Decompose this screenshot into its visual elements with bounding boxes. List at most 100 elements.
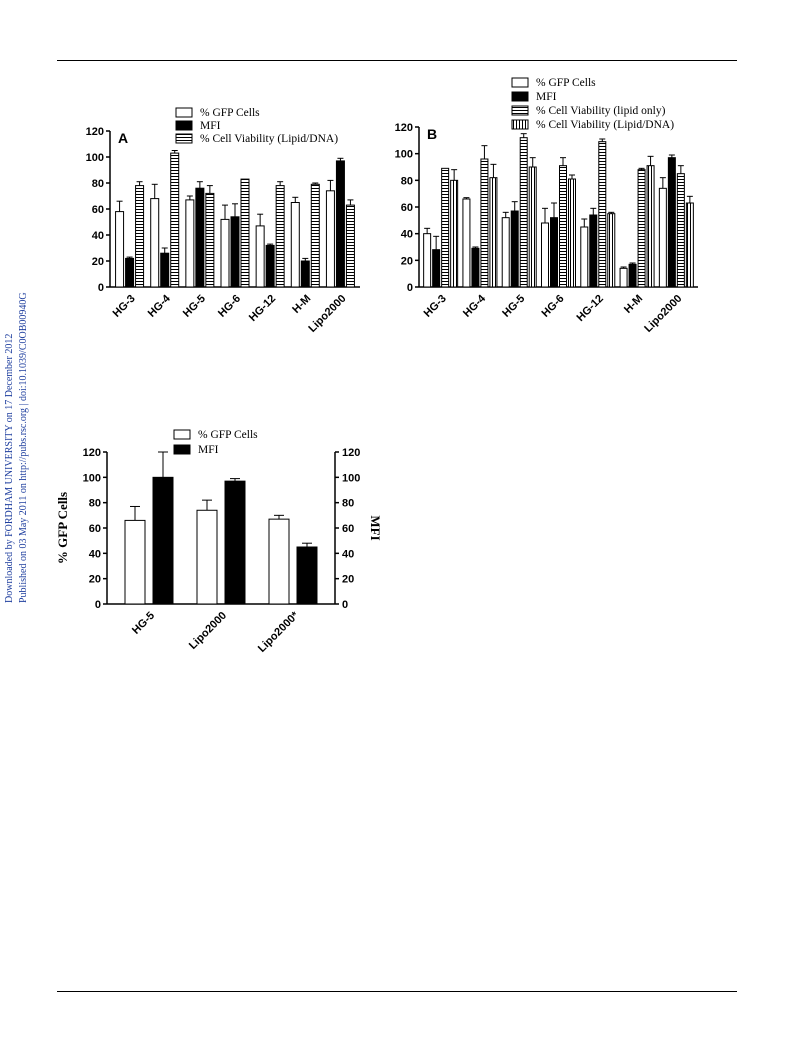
- legend-label-mfi: MFI: [200, 120, 221, 132]
- bar-gfp-cells-lipo2000: [325, 190, 335, 288]
- bar-gfp-cells-hg-5: [124, 519, 146, 605]
- bar-cell-viability-lipid-only-hg-5: [519, 137, 528, 288]
- bar-cell-viability-lipid-dna-hg-3: [450, 179, 459, 288]
- side-note-line1: Downloaded by FORDHAM UNIVERSITY on 17 D…: [4, 334, 15, 603]
- legend-swatch-mfi: [511, 91, 529, 102]
- y-tick-label: 0: [95, 599, 101, 611]
- y-tick-label: 120: [395, 122, 413, 134]
- bar-gfp-cells-lipo2000: [658, 187, 667, 288]
- bar-cell-viability-lipid-only-hg-6: [559, 165, 567, 288]
- y-tick-label: 20: [89, 574, 101, 586]
- bar-cell-viability-lipid-dna-hg-4: [489, 177, 498, 288]
- bar-cell-viability-lipid-dna-lipo2000: [685, 202, 694, 288]
- bar-cell-viability-lipid-dna-hg-3: [135, 185, 145, 288]
- y-tick-label: 100: [395, 149, 413, 161]
- x-tick-label-hg-4: HG-4: [146, 292, 174, 320]
- legend-swatch-gfp-cells: [511, 77, 529, 88]
- bar-mfi-lipo2000: [335, 160, 345, 288]
- x-tick-label-h-m: H-M: [290, 293, 313, 316]
- y-tick-label: 80: [89, 498, 101, 510]
- top-rule: [57, 60, 737, 61]
- legend-swatch-mfi: [175, 120, 193, 131]
- x-tick-label-hg-5: HG-5: [181, 293, 208, 320]
- y-tick-label: 0: [98, 282, 104, 294]
- panel-label: A: [118, 130, 128, 146]
- y2-tick-label: 20: [342, 574, 354, 586]
- y2-tick-label: 40: [342, 548, 354, 560]
- x-tick-label-lipo2000: Lipo2000*: [256, 609, 302, 655]
- legend-label-cell-viability-lipid-only: % Cell Viability (lipid only): [536, 105, 666, 117]
- legend-label-gfp-cells: % GFP Cells: [536, 77, 596, 89]
- bar-mfi-hg-5: [510, 210, 519, 288]
- chart-panel-c: % GFP Cells MFI 0 20 40 60 80 100 120 0 20 40 60 80 10…: [55, 429, 383, 655]
- x-tick-label-lipo2000: Lipo2000: [642, 293, 684, 335]
- bar-cell-viability-lipid-only-h-m: [637, 169, 646, 288]
- bar-mfi-lipo2000: [296, 546, 318, 605]
- y-tick-label: 40: [89, 548, 101, 560]
- bar-cell-viability-lipid-dna-hg-4: [170, 152, 180, 288]
- legend-swatch-cell-viability-lipid-dna: [175, 133, 193, 144]
- y-tick-label: 120: [83, 447, 101, 459]
- bar-cell-viability-lipid-only-hg-12: [598, 141, 607, 288]
- legend-label-gfp-cells: % GFP Cells: [200, 107, 260, 119]
- bar-gfp-cells-hg-12: [255, 225, 265, 288]
- legend: % GFP Cells MFI: [173, 429, 258, 456]
- legend: % GFP Cells MFI % Cell Viability (lipid on…: [511, 77, 674, 131]
- y-tick-label: 40: [92, 230, 104, 242]
- x-tick-label-hg-5: HG-5: [130, 610, 157, 637]
- y-tick-label: 80: [401, 175, 413, 187]
- bar-cell-viability-lipid-dna-hg-5: [528, 166, 537, 288]
- bar-mfi-hg-3: [125, 257, 135, 288]
- y-tick-label: 80: [92, 178, 104, 190]
- bar-gfp-cells-hg-4: [462, 198, 471, 288]
- bar-gfp-cells-hg-5: [501, 217, 510, 288]
- legend-label-gfp-cells: % GFP Cells: [198, 429, 258, 441]
- bar-gfp-cells-lipo2000: [196, 509, 218, 605]
- y-tick-label: 0: [407, 282, 413, 294]
- bar-mfi-hg-3: [432, 249, 441, 288]
- bar-mfi-hg-12: [265, 244, 275, 288]
- y2-tick-label: 120: [342, 447, 360, 459]
- y2-tick-label: 60: [342, 523, 354, 535]
- y-tick-label: 40: [401, 229, 413, 241]
- bar-mfi-hg-4: [471, 247, 480, 288]
- x-tick-label-hg-12: HG-12: [575, 293, 606, 324]
- bar-gfp-cells-hg-6: [220, 218, 230, 288]
- bar-cell-viability-lipid-dna-hg-6: [240, 178, 250, 288]
- bar-cell-viability-lipid-dna-hg-5: [205, 192, 215, 288]
- x-tick-label-hg-12: HG-12: [247, 293, 278, 324]
- y2-tick-label: 0: [342, 599, 348, 611]
- y2-axis-title: MFI: [368, 515, 383, 540]
- bar-cell-viability-lipid-dna-lipo2000: [345, 204, 355, 288]
- bar-cell-viability-lipid-dna-hg-6: [568, 178, 576, 288]
- bar-cell-viability-lipid-only-lipo2000: [676, 173, 685, 288]
- panel-label: B: [427, 126, 437, 142]
- bar-cell-viability-lipid-only-hg-4: [480, 158, 489, 288]
- legend-label-cell-viability-lipid-dna: % Cell Viability (Lipid/DNA): [536, 119, 674, 131]
- bar-mfi-hg-4: [160, 252, 170, 288]
- side-note-line2: Published on 03 May 2011 on http://pubs.…: [18, 292, 29, 603]
- bar-mfi-hg-5: [195, 187, 205, 288]
- bar-gfp-cells-hg-12: [580, 226, 589, 288]
- legend-swatch-gfp-cells: [175, 107, 193, 118]
- bar-gfp-cells-hg-3: [423, 233, 432, 288]
- legend-swatch-mfi: [173, 444, 191, 455]
- y-tick-label: 60: [92, 204, 104, 216]
- bar-mfi-hg-5: [152, 476, 174, 605]
- x-tick-label-hg-4: HG-4: [461, 292, 489, 320]
- legend-swatch-cell-viability-lipid-dna: [511, 119, 529, 130]
- bar-gfp-cells-h-m: [619, 267, 628, 288]
- y2-tick-label: 80: [342, 498, 354, 510]
- bar-cell-viability-lipid-dna-hg-12: [607, 213, 616, 288]
- x-tick-label-lipo2000: Lipo2000: [187, 610, 229, 652]
- bar-cell-viability-lipid-dna-h-m: [310, 183, 320, 288]
- bar-gfp-cells-hg-6: [541, 222, 549, 288]
- bar-cell-viability-lipid-dna-hg-12: [275, 185, 285, 288]
- y-tick-label: 100: [86, 152, 104, 164]
- y2-tick-label: 100: [342, 472, 360, 484]
- bar-mfi-h-m: [628, 263, 637, 288]
- x-tick-label-hg-6: HG-6: [540, 293, 567, 320]
- bar-cell-viability-lipid-dna-h-m: [646, 165, 655, 288]
